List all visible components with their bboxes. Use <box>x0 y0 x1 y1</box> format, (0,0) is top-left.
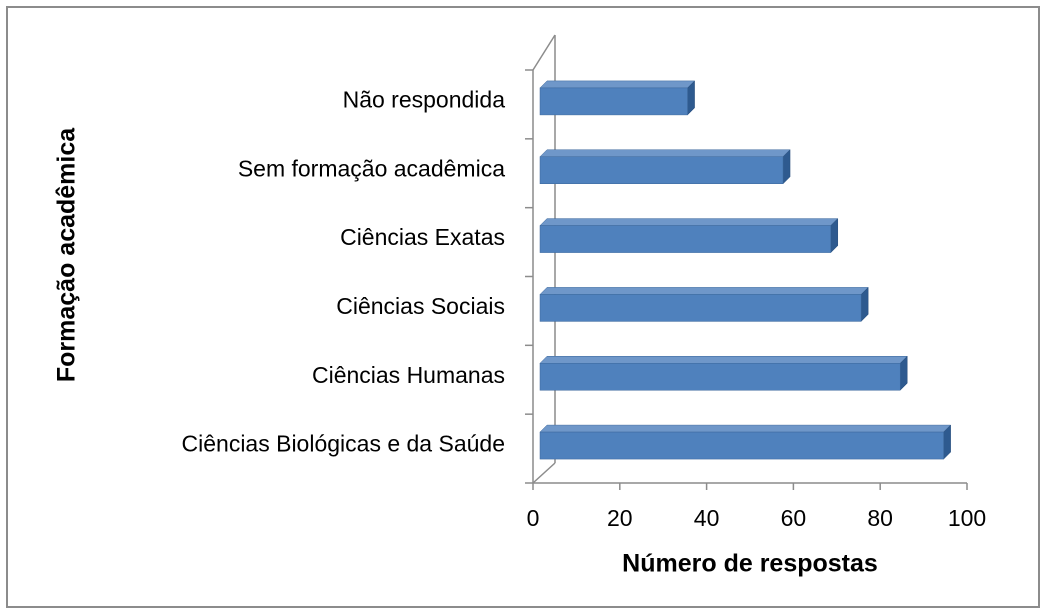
bar-top <box>539 424 952 433</box>
y-tick-label: Ciências Exatas <box>340 224 505 250</box>
bar <box>539 294 862 322</box>
y-tick-label: Ciências Biológicas e da Saúde <box>182 431 505 457</box>
y-tick-label: Não respondida <box>343 86 506 112</box>
x-tick-label: 80 <box>867 505 893 531</box>
y-tick-label: Sem formação acadêmica <box>238 155 505 181</box>
bar <box>539 431 944 460</box>
bar <box>539 225 832 253</box>
x-tick-label: 0 <box>527 505 540 531</box>
bar-top <box>539 356 908 364</box>
bar <box>539 156 784 184</box>
x-tick-label: 20 <box>607 505 633 531</box>
y-axis-title: Formação acadêmica <box>53 127 81 382</box>
bar-top <box>539 80 696 89</box>
bar <box>539 363 901 391</box>
x-axis-title: Número de respostas <box>622 550 878 578</box>
bar-top <box>539 149 791 157</box>
axis-depth <box>532 462 556 484</box>
x-tick-label: 40 <box>694 505 720 531</box>
bar-top <box>539 287 869 295</box>
y-tick-label: Ciências Humanas <box>312 362 505 388</box>
axis-depth <box>532 34 556 71</box>
x-tick-label: 100 <box>948 505 986 531</box>
bar-top <box>539 218 839 226</box>
x-tick-label: 60 <box>781 505 807 531</box>
y-tick-label: Ciências Sociais <box>336 293 505 319</box>
bar <box>539 87 688 116</box>
